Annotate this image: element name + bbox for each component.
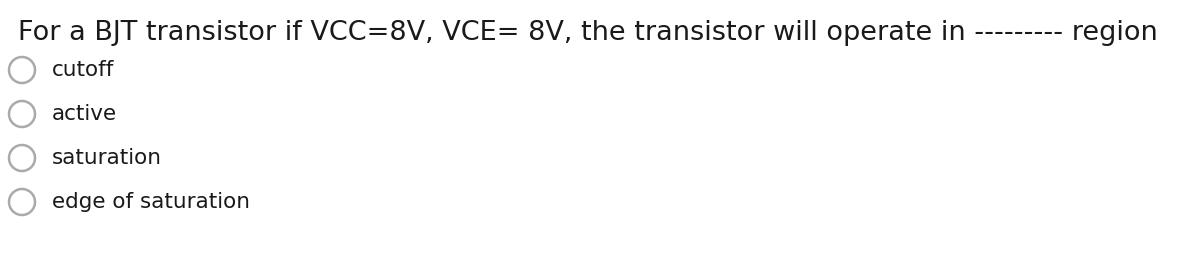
Text: edge of saturation: edge of saturation [52,192,250,212]
Text: active: active [52,104,118,124]
Text: cutoff: cutoff [52,60,114,80]
Text: saturation: saturation [52,148,162,168]
Text: For a BJT transistor if VCC=8V, VCE= 8V, the transistor will operate in --------: For a BJT transistor if VCC=8V, VCE= 8V,… [18,20,1158,46]
